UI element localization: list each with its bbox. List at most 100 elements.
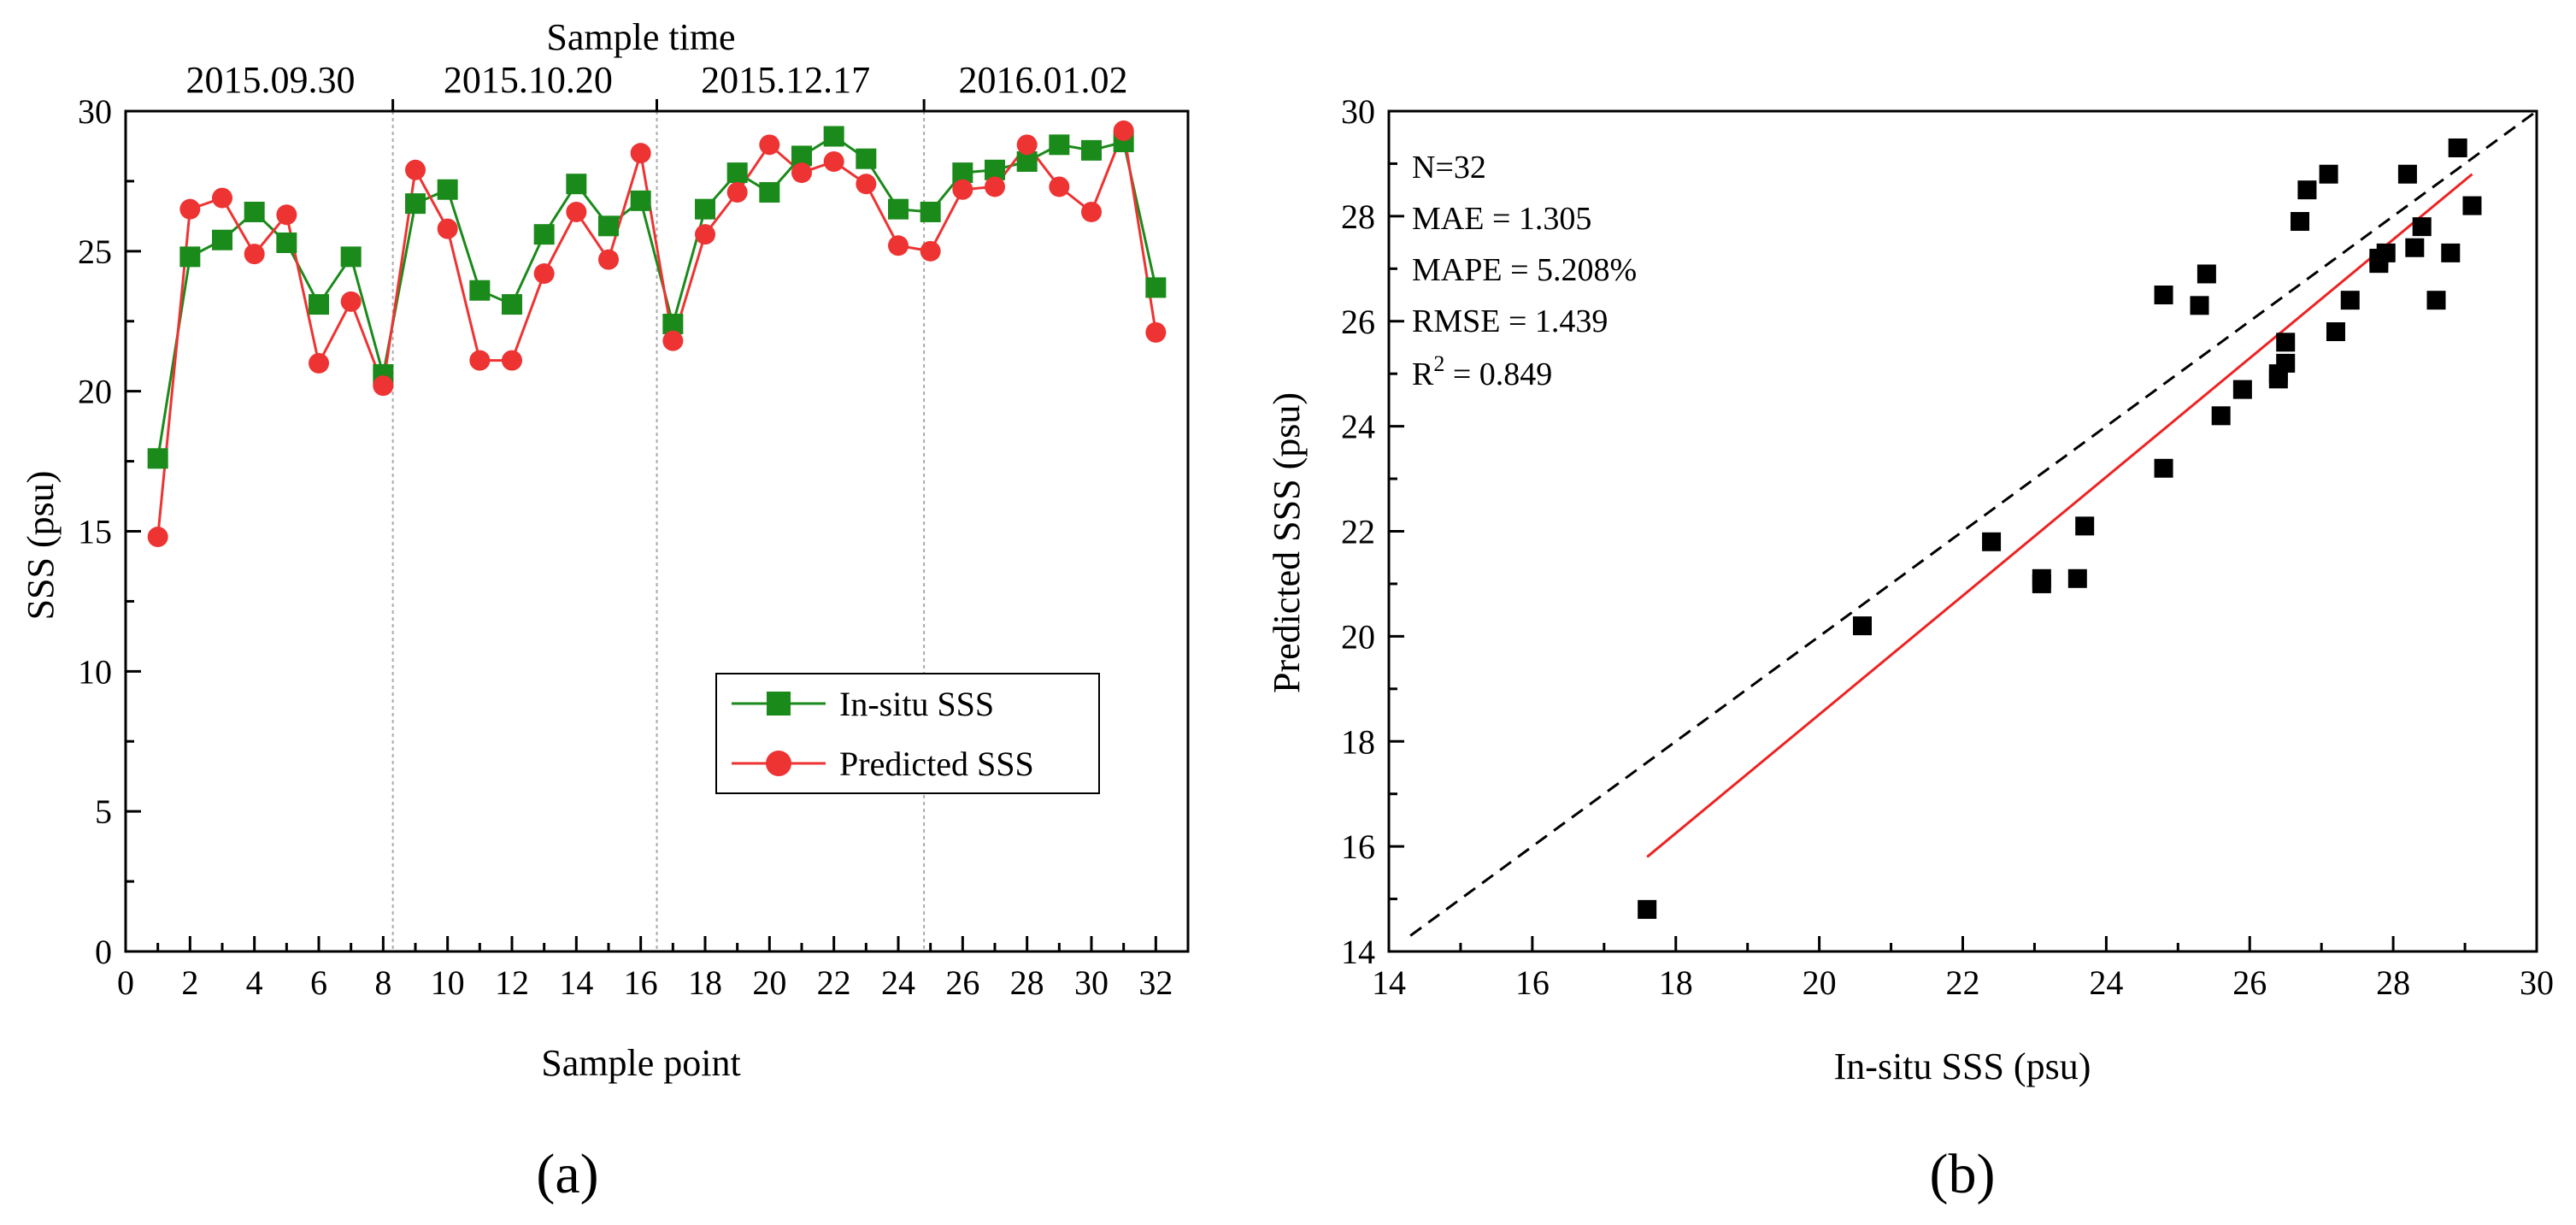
- predicted-point: [985, 176, 1005, 197]
- scatter-point: [2320, 165, 2338, 184]
- scatter-point: [1638, 900, 1656, 919]
- in-situ-point: [856, 149, 876, 169]
- legend-label-in-situ: In-situ SSS: [839, 685, 994, 723]
- in-situ-point: [244, 202, 265, 222]
- scatter-point: [2291, 212, 2309, 231]
- stat-r2-sup: 2: [1433, 351, 1444, 376]
- in-situ-point: [148, 448, 168, 468]
- predicted-point: [309, 353, 329, 374]
- scatter-point: [2212, 406, 2231, 425]
- scatter-point: [2398, 165, 2417, 184]
- scatter-point: [2341, 291, 2360, 309]
- scatter-point: [2276, 333, 2295, 351]
- y-tick-label: 14: [1341, 933, 1375, 971]
- panel-b-points: [1638, 138, 2481, 919]
- panel-a-y-axis-label: SSS (psu): [20, 471, 62, 621]
- panel-b-label: (b): [1930, 1143, 1996, 1205]
- scatter-point: [2032, 569, 2051, 588]
- stat-r2: R2 = 0.849: [1412, 351, 1552, 392]
- predicted-point: [759, 134, 779, 155]
- x-tick-label: 22: [817, 963, 851, 1002]
- scatter-point: [2413, 217, 2432, 236]
- in-situ-point: [566, 174, 586, 194]
- scatter-point: [2155, 459, 2173, 478]
- x-tick-label: 18: [688, 963, 722, 1002]
- x-tick-label: 32: [1138, 963, 1173, 1002]
- x-tick-label: 28: [2376, 963, 2410, 1002]
- y-tick-label: 15: [78, 513, 112, 551]
- predicted-point: [179, 199, 200, 220]
- legend-marker-predicted: [766, 751, 791, 776]
- predicted-point: [920, 241, 941, 262]
- x-tick-label: 24: [2089, 963, 2123, 1002]
- y-tick-label: 20: [1341, 617, 1375, 656]
- predicted-point: [373, 375, 393, 396]
- panel-a-ticks: 0 2 4 6 8 10 12 14 16 18 20 22 24 26 28 30 3205101520253…: [78, 92, 1173, 1002]
- panel-a-label: (a): [536, 1143, 598, 1205]
- scatter-point: [2326, 322, 2345, 341]
- in-situ-point: [888, 199, 909, 220]
- x-tick-label: 14: [559, 963, 593, 1002]
- in-situ-point: [1081, 140, 1102, 161]
- scatter-point: [2233, 380, 2252, 399]
- x-tick-label: 30: [1074, 963, 1109, 1002]
- predicted-point: [148, 527, 168, 547]
- x-tick-label: 10: [431, 963, 465, 1002]
- in-situ-point: [341, 246, 362, 267]
- y-tick-label: 10: [78, 652, 112, 691]
- x-tick-label: 0: [117, 963, 134, 1002]
- predicted-point: [952, 180, 973, 200]
- sample-time-label: 2015.10.20: [444, 59, 613, 101]
- predicted-point: [244, 244, 265, 264]
- scatter-point: [2405, 239, 2424, 257]
- y-tick-label: 0: [95, 933, 112, 971]
- in-situ-point: [824, 126, 844, 146]
- scatter-point: [2426, 291, 2445, 309]
- stat-n: N=32: [1412, 150, 1486, 186]
- x-tick-label: 26: [945, 963, 979, 1002]
- sample-time-label: 2015.09.30: [186, 59, 356, 101]
- predicted-point: [856, 174, 876, 194]
- panel-a-x-axis-label: Sample point: [541, 1042, 740, 1084]
- predicted-point: [695, 224, 715, 244]
- in-situ-point: [405, 193, 426, 214]
- scatter-point: [2075, 516, 2094, 535]
- predicted-point: [662, 331, 683, 351]
- predicted-point: [1145, 322, 1166, 343]
- in-situ-point: [1145, 277, 1166, 297]
- x-tick-label: 26: [2232, 963, 2267, 1002]
- y-tick-label: 26: [1341, 303, 1375, 341]
- in-situ-point: [276, 233, 297, 253]
- x-tick-label: 8: [374, 963, 391, 1002]
- predicted-point: [824, 151, 844, 172]
- x-tick-label: 30: [2520, 963, 2554, 1002]
- x-tick-label: 20: [1803, 963, 1837, 1002]
- x-tick-label: 28: [1010, 963, 1044, 1002]
- predicted-point: [791, 162, 812, 183]
- y-tick-label: 28: [1341, 197, 1375, 236]
- scatter-point: [2155, 286, 2173, 304]
- x-tick-label: 16: [624, 963, 658, 1002]
- in-situ-point: [212, 230, 232, 250]
- predicted-point: [1114, 121, 1134, 141]
- x-tick-label: 20: [752, 963, 786, 1002]
- in-situ-point: [759, 182, 779, 203]
- x-tick-label: 24: [881, 963, 915, 1002]
- panel-b-chart: 14 16 18 20 22 24 26 28 30141618202224262830 N=3…: [1266, 92, 2554, 1205]
- predicted-point: [276, 204, 297, 225]
- predicted-point: [631, 143, 651, 163]
- sample-time-label: 2015.12.17: [701, 59, 870, 101]
- scatter-point: [2190, 296, 2208, 315]
- scatter-point: [2449, 138, 2467, 157]
- scatter-point: [2441, 244, 2460, 262]
- predicted-point: [469, 350, 490, 371]
- panel-b-x-axis-label: In-situ SSS (psu): [1834, 1045, 2091, 1087]
- predicted-point: [727, 182, 748, 203]
- in-situ-point: [631, 191, 651, 211]
- y-tick-label: 24: [1341, 408, 1375, 446]
- panel-a-chart: 0 2 4 6 8 10 12 14 16 18 20 22 24 26 28 30 3205101520253…: [20, 16, 1188, 1205]
- in-situ-point: [920, 202, 941, 222]
- stat-mape: MAPE = 5.208%: [1412, 252, 1637, 288]
- scatter-point: [2269, 364, 2288, 383]
- predicted-point: [438, 219, 458, 239]
